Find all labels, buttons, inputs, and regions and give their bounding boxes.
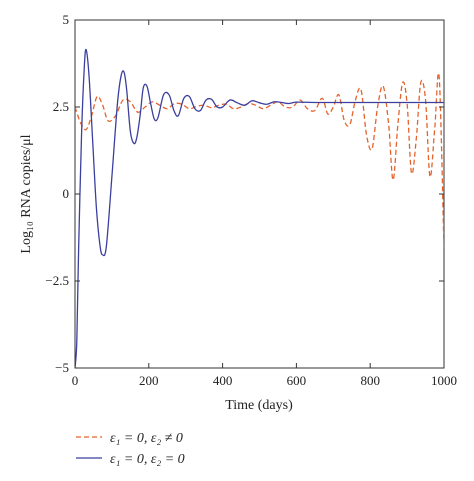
y-tick-label: 5	[63, 12, 70, 27]
legend-label-2: ε₁ = 0, ε₂ = 0	[110, 452, 185, 467]
x-tick-label: 400	[213, 373, 233, 388]
x-axis-label: Time (days)	[225, 398, 293, 413]
y-axis-label: Log₁₀ RNA copies/μl	[19, 134, 34, 253]
y-tick-label: 2.5	[53, 99, 69, 114]
x-tick-label: 600	[287, 373, 307, 388]
x-tick-label: 0	[72, 373, 79, 388]
plot-frame	[74, 19, 445, 369]
x-tick-label: 800	[360, 373, 380, 388]
series-line-dashed	[75, 72, 444, 250]
x-tick-label: 1000	[431, 373, 457, 388]
y-tick-label: 0	[63, 186, 70, 201]
y-tick-label: −5	[55, 360, 69, 375]
x-tick-label: 200	[139, 373, 159, 388]
legend: ε₁ = 0, ε₂ ≠ 0 ε₁ = 0, ε₂ = 0	[76, 431, 185, 467]
series-line-solid	[75, 48, 444, 368]
legend-label-1: ε₁ = 0, ε₂ ≠ 0	[110, 431, 183, 446]
y-tick-label: −2.5	[45, 273, 69, 288]
